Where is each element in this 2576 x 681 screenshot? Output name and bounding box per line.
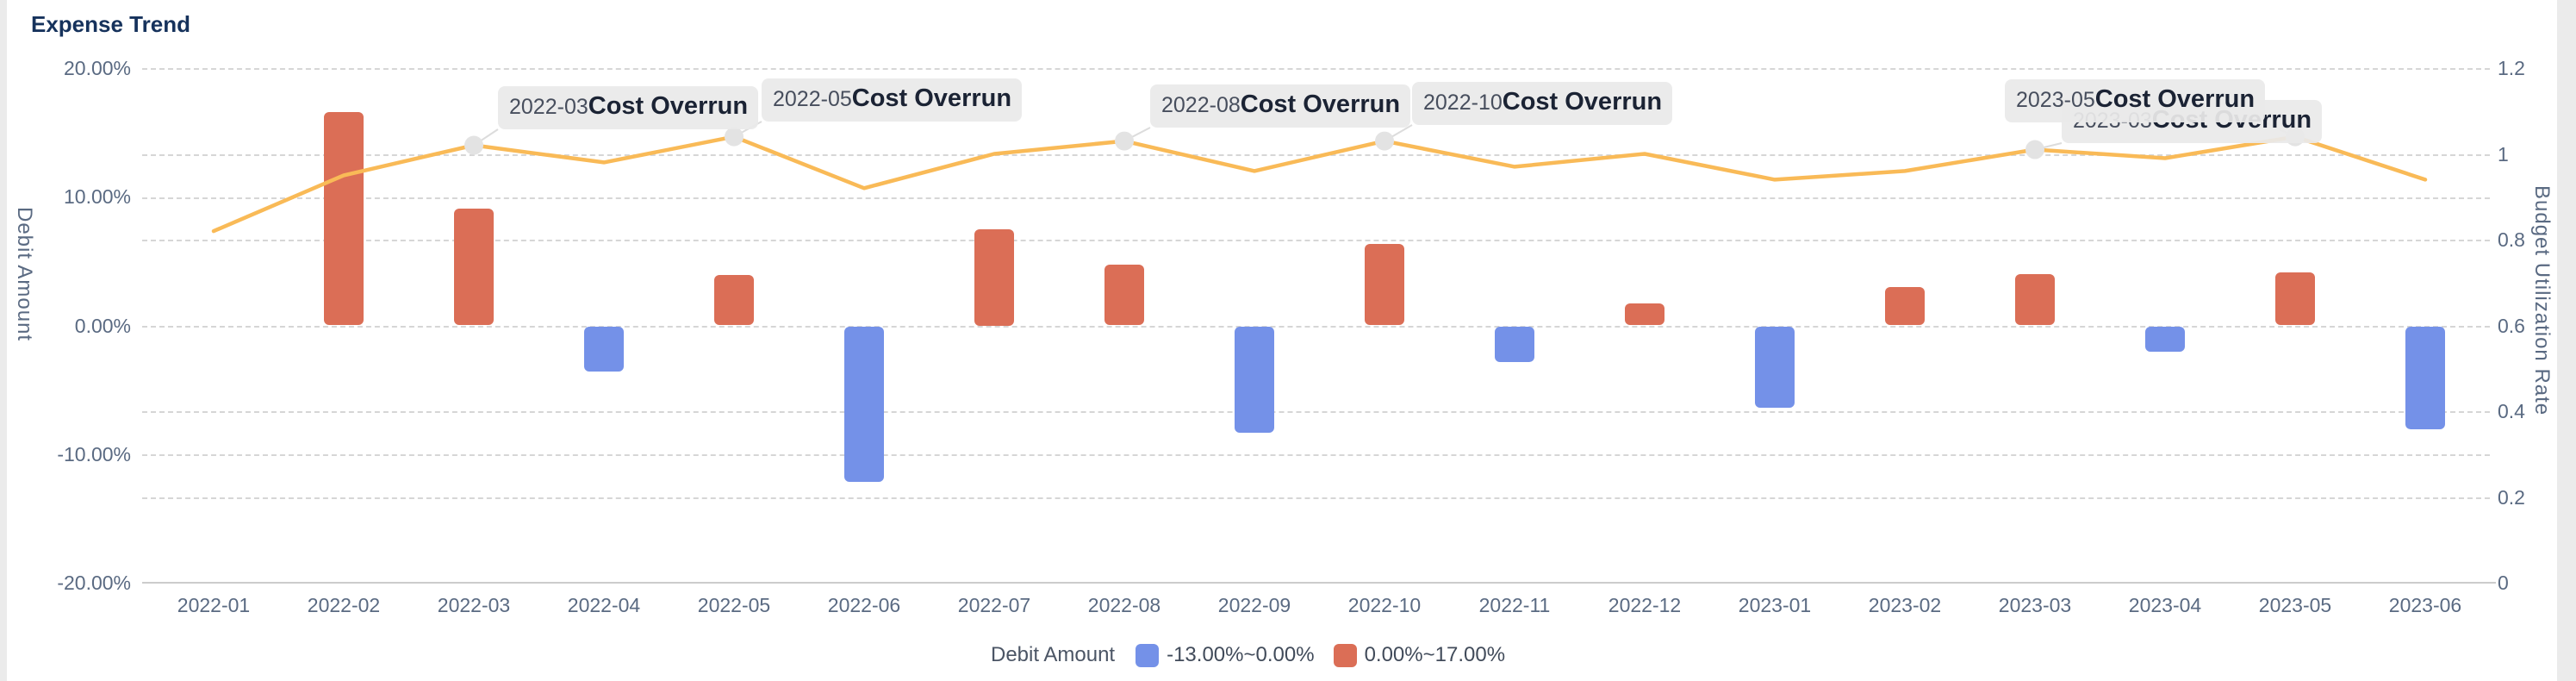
x-axis-tick: 2023-02 [1868,594,1942,616]
left-axis-tick: 0.00% [74,314,131,337]
x-axis-tick: 2022-07 [957,594,1031,616]
legend-swatch-positive [1333,643,1357,667]
annotation-text: Cost Overrun [851,84,1012,112]
gridline [142,68,2490,70]
x-axis-tick: 2022-12 [1608,594,1682,616]
bar-2022-08[interactable] [1104,265,1144,326]
annotation-month: 2022-10 [1423,91,1503,115]
gridline [142,197,2490,199]
x-axis-tick: 2023-05 [2258,594,2332,616]
x-axis-tick: 2022-05 [697,594,771,616]
annotation-month: 2023-05 [2016,88,2095,112]
bar-2023-04[interactable] [2145,326,2185,353]
bar-2023-02[interactable] [1885,286,1925,326]
x-axis-tick: 2023-03 [1998,594,2072,616]
x-axis-tick: 2022-11 [1478,594,1551,616]
x-axis-tick: 2022-02 [307,594,381,616]
annotation-2022-03: 2022-03 Cost Overrun [498,86,758,129]
annotation-text: Cost Overrun [588,92,749,120]
legend-item-positive-range[interactable]: 0.00%~17.00% [1333,643,1506,667]
gridline [142,454,2490,456]
bar-2022-04[interactable] [584,326,624,372]
bar-2022-07[interactable] [974,228,1014,326]
legend-item-negative-range[interactable]: -13.00%~0.00% [1136,643,1315,667]
bar-2023-06[interactable] [2405,326,2445,429]
annotation-2022-08: 2022-08 Cost Overrun [1150,84,1410,128]
annotation-point-marker [1115,131,1134,151]
bar-2022-05[interactable] [714,275,754,326]
legend-swatch-negative [1136,643,1160,667]
bar-2022-10[interactable] [1365,244,1404,326]
x-axis-tick: 2023-04 [2128,594,2202,616]
annotation-point-marker [725,127,744,147]
annotation-month: 2022-05 [773,87,852,111]
x-axis-tick: 2022-06 [827,594,901,616]
x-axis-tick: 2022-09 [1217,594,1291,616]
gridline [142,240,2490,241]
bar-2022-09[interactable] [1235,326,1274,434]
legend-label-positive: 0.00%~17.00% [1364,643,1506,666]
x-axis-tick: 2022-01 [177,594,251,616]
annotation-point-marker [464,135,483,155]
bar-2022-02[interactable] [324,111,364,326]
right-axis-tick: 0.2 [2498,485,2525,509]
left-axis-tick: 10.00% [63,185,131,209]
gridline [142,497,2490,499]
annotation-text: Cost Overrun [1240,91,1401,118]
budget-utilization-line[interactable] [211,134,2428,234]
right-axis-tick: 0.8 [2498,228,2525,251]
bar-2023-03[interactable] [2015,273,2055,326]
right-axis-tick: 0 [2498,572,2509,594]
legend-label-negative: -13.00%~0.00% [1167,643,1315,666]
left-axis-tick: -10.00% [57,442,131,465]
annotation-text: Cost Overrun [1502,88,1663,116]
left-axis-name: Debit Amount [13,207,36,342]
bar-2023-01[interactable] [1755,326,1795,408]
right-axis-tick: 1 [2498,142,2509,166]
right-axis-name: Budget Utilization Rate [2530,185,2554,416]
left-axis-tick: 20.00% [63,57,131,79]
x-axis-tick: 2023-06 [2388,594,2462,616]
x-axis-line [142,582,2496,584]
right-axis-tick: 0.6 [2498,314,2525,337]
bar-2023-05[interactable] [2275,272,2315,326]
annotation-text: Cost Overrun [2094,85,2256,113]
annotation-2023-05: 2023-05 Cost Overrun [2005,79,2265,122]
right-axis-tick: 0.4 [2498,400,2525,422]
bar-2022-12[interactable] [1625,303,1664,326]
right-axis-tick: 1.2 [2498,57,2525,79]
bar-2022-06[interactable] [844,326,884,483]
gridline [142,325,2490,328]
annotation-point-marker [1375,131,1394,151]
left-axis-tick: -20.00% [57,572,131,594]
gridline [142,411,2490,413]
annotation-month: 2022-08 [1161,93,1241,117]
x-axis-tick: 2023-01 [1738,594,1812,616]
gridline [142,153,2490,156]
x-axis-tick: 2022-08 [1087,594,1161,616]
legend: Debit Amount -13.00%~0.00% 0.00%~17.00% [991,641,1524,669]
annotation-point-marker [2025,140,2044,159]
chart-title: Expense Trend [31,11,190,37]
annotation-2022-10: 2022-10 Cost Overrun [1412,82,1672,125]
x-axis-tick: 2022-10 [1347,594,1422,616]
annotation-month: 2022-03 [509,95,588,119]
bar-2022-03[interactable] [454,208,494,326]
bar-2022-11[interactable] [1495,326,1534,363]
x-axis-tick: 2022-04 [567,594,641,616]
legend-series-label: Debit Amount [991,643,1116,666]
x-axis-tick: 2022-03 [437,594,511,616]
annotation-2022-05: 2022-05 Cost Overrun [762,78,1022,122]
